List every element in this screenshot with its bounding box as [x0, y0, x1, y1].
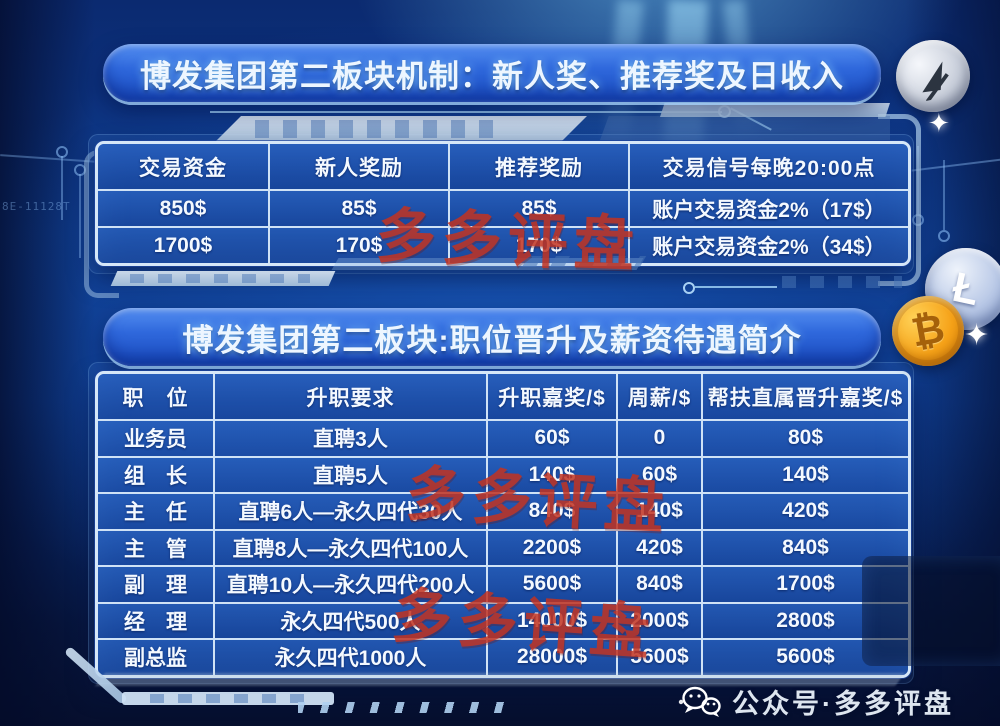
hud-hatch-marks — [298, 702, 516, 713]
circuit-node — [56, 146, 68, 158]
hud-stripes — [782, 276, 902, 288]
table-cell: 80$ — [701, 419, 908, 456]
banner1-text: 博发集团第二板块机制：新人奖、推荐奖及日收入 — [140, 58, 844, 94]
table-cell: 经 理 — [98, 601, 213, 638]
silver-coin-icon — [889, 33, 977, 119]
table-cell: 140$ — [486, 455, 616, 492]
table-cell: 副 理 — [98, 565, 213, 602]
column-header: 升职要求 — [213, 374, 486, 419]
circuit-trace — [943, 160, 945, 230]
table-cell: 420$ — [616, 528, 701, 565]
circuit-trace — [79, 174, 81, 258]
footer-label: 公众号·多多评盘 — [732, 689, 954, 719]
banner-positions-title: 博发集团第二板块:职位晋升及薪资待遇简介 — [103, 308, 881, 366]
table-cell: 主 任 — [98, 492, 213, 529]
circuit-trace — [61, 156, 63, 220]
table-cell: 2000$ — [616, 601, 701, 638]
circuit-node — [938, 230, 950, 242]
column-header: 升职嘉奖/$ — [486, 374, 616, 419]
hud-stripes — [255, 120, 505, 138]
positions-table: 职 位 升职要求 升职嘉奖/$ 周薪/$ 帮扶直属晋升嘉奖/$ 业务员 直聘3人… — [95, 371, 911, 678]
wechat-icon — [678, 686, 721, 717]
banner2-text: 博发集团第二板块:职位晋升及薪资待遇简介 — [182, 322, 802, 358]
table-cell: 28000$ — [486, 638, 616, 675]
table-cell: 直聘3人 — [213, 419, 486, 456]
hud-bar — [660, 103, 890, 117]
circuit-node — [74, 164, 86, 176]
table-cell: 0 — [616, 419, 701, 456]
table-cell: 直聘8人—永久四代100人 — [213, 528, 486, 565]
hud-stripes — [130, 274, 310, 283]
table-cell: 85$ — [268, 189, 448, 226]
hud-stripes — [150, 694, 310, 703]
table-cell: 85$ — [448, 189, 628, 226]
column-header: 推荐奖励 — [448, 144, 628, 189]
table-cell: 副总监 — [98, 638, 213, 675]
column-header: 帮扶直属晋升嘉奖/$ — [701, 374, 908, 419]
table-cell: 60$ — [616, 455, 701, 492]
red-watermark: 多多评盘 — [404, 460, 672, 541]
hud-line — [695, 286, 777, 288]
sparkle-icon: ✦ — [964, 319, 990, 352]
coin-arrow-icon — [922, 61, 949, 103]
banner-mechanism-title: 博发集团第二板块机制：新人奖、推荐奖及日收入 — [103, 44, 881, 102]
red-watermark: 多多评盘 — [389, 581, 658, 668]
table-cell: 140$ — [701, 455, 908, 492]
hud-trapezoid — [600, 116, 890, 140]
column-header: 职 位 — [98, 374, 213, 419]
table-cell: 420$ — [701, 492, 908, 529]
rewards-table: 交易资金 新人奖励 推荐奖励 交易信号每晚20:00点 850$ 85$ 85$… — [95, 141, 911, 266]
table-cell: 60$ — [486, 419, 616, 456]
table-cell: 永久四代1000人 — [213, 638, 486, 675]
table-cell: 850$ — [98, 189, 268, 226]
table-cell: 840$ — [616, 565, 701, 602]
table-cell: 永久四代500人 — [213, 601, 486, 638]
table-cell: 直聘6人—永久四代30人 — [213, 492, 486, 529]
table-cell: 5600$ — [486, 565, 616, 602]
table-cell: 直聘5人 — [213, 455, 486, 492]
table-cell: 账户交易资金2%（17$） — [628, 189, 908, 226]
column-header: 周薪/$ — [616, 374, 701, 419]
table-cell: 840$ — [486, 492, 616, 529]
table-cell: 140$ — [616, 492, 701, 529]
column-header: 交易信号每晚20:00点 — [628, 144, 908, 189]
footer-account: 公众号·多多评盘 — [678, 682, 954, 721]
table-cell: 账户交易资金2%（34$） — [628, 226, 908, 263]
background-device-shape — [862, 556, 1000, 666]
table-cell: 5600$ — [616, 638, 701, 675]
table-cell: 直聘10人—永久四代200人 — [213, 565, 486, 602]
table-cell: 业务员 — [98, 419, 213, 456]
table-cell: 主 管 — [98, 528, 213, 565]
table-cell: 2200$ — [486, 528, 616, 565]
hud-node — [683, 282, 695, 294]
table-cell: 170$ — [268, 226, 448, 263]
table-cell: 1700$ — [98, 226, 268, 263]
hud-trapezoid — [215, 116, 587, 142]
hud-line — [210, 111, 722, 113]
background-code-text: 8E-11128T — [2, 200, 71, 213]
column-header: 新人奖励 — [268, 144, 448, 189]
table-cell: 组 长 — [98, 455, 213, 492]
red-watermark: 多多评盘 — [374, 202, 641, 279]
column-header: 交易资金 — [98, 144, 268, 189]
sparkle-icon: ✦ — [928, 108, 950, 138]
bitcoin-symbol: ₿ — [908, 306, 948, 356]
table-cell: 14000$ — [486, 601, 616, 638]
